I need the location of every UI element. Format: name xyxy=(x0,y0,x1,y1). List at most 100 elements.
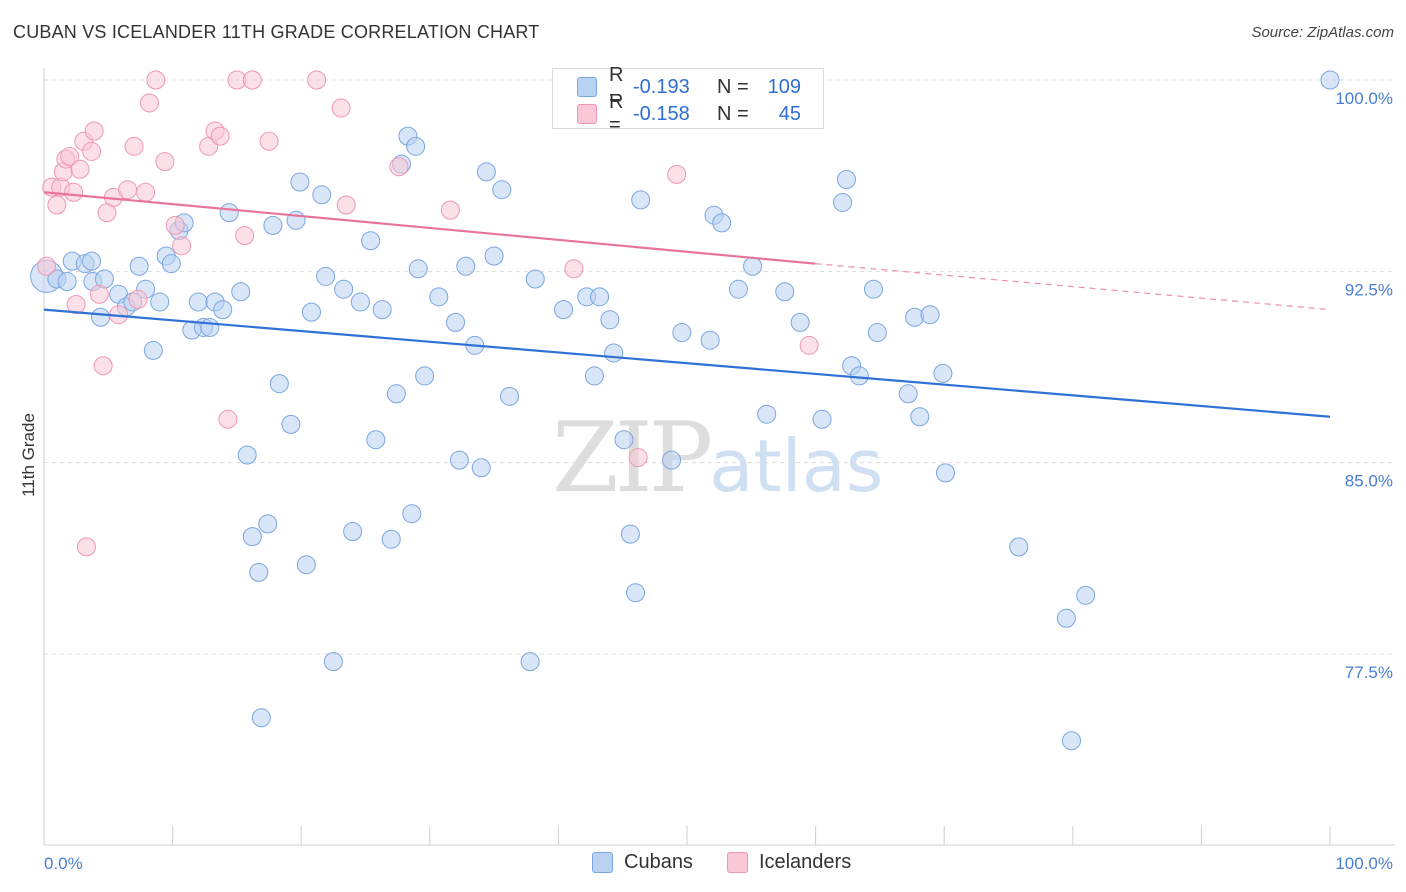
cubans-point xyxy=(316,266,336,286)
cubans-point xyxy=(525,269,545,289)
watermark-atlas: atlas xyxy=(709,424,884,508)
cubans-point xyxy=(935,463,955,483)
cubans-point xyxy=(290,172,310,192)
cubans-point xyxy=(91,307,111,327)
cubans-point xyxy=(82,251,102,271)
cubans-point xyxy=(614,430,634,450)
y-tick-label: 85.0% xyxy=(1345,472,1393,491)
cubans-point xyxy=(251,708,271,728)
cubans-point xyxy=(631,190,651,210)
cubans-point xyxy=(231,282,251,302)
y-tick-label: 77.5% xyxy=(1345,663,1393,682)
n-label: N = xyxy=(717,102,749,125)
icelanders-point xyxy=(235,226,255,246)
cubans-point xyxy=(366,430,386,450)
icelanders-point xyxy=(172,236,192,256)
cubans-point xyxy=(343,522,363,542)
icelanders-point xyxy=(37,256,57,276)
cubans-point xyxy=(446,312,466,332)
legend-row-cubans: R = -0.193 N = 109 xyxy=(577,64,801,109)
icelanders-point xyxy=(165,215,185,235)
cubans-point xyxy=(672,323,692,343)
icelanders-point xyxy=(70,159,90,179)
icelanders-point xyxy=(136,182,156,202)
icelanders-swatch xyxy=(577,104,597,124)
cubans-point xyxy=(408,259,428,279)
axes xyxy=(43,68,1395,846)
series-cubans xyxy=(30,70,1340,751)
cubans-point xyxy=(301,302,321,322)
cubans-point xyxy=(143,340,163,360)
r-value: -0.158 xyxy=(633,102,690,125)
legend-item-icelanders[interactable]: Icelanders xyxy=(726,851,851,874)
cubans-point xyxy=(500,386,520,406)
cubans-point xyxy=(200,317,220,337)
icelanders-point xyxy=(89,284,109,304)
chart-title: CUBAN VS ICELANDER 11TH GRADE CORRELATIO… xyxy=(13,22,540,42)
icelanders-point xyxy=(336,195,356,215)
cubans-point xyxy=(728,279,748,299)
icelanders-point xyxy=(259,131,279,151)
y-axis-label: 11th Grade xyxy=(19,413,38,497)
cubans-point xyxy=(213,300,233,320)
icelanders-trend-line xyxy=(43,191,816,265)
trend-lines xyxy=(43,191,1331,418)
cubans-point xyxy=(406,136,426,156)
cubans-point xyxy=(554,300,574,320)
icelanders-point xyxy=(799,335,819,355)
cubans-point xyxy=(1076,585,1096,605)
cubans-point xyxy=(743,256,763,276)
cubans-point xyxy=(129,256,149,276)
icelanders-point xyxy=(628,448,648,468)
cubans-point xyxy=(933,363,953,383)
icelanders-point xyxy=(60,147,80,167)
icelanders-point xyxy=(82,141,102,161)
r-label: R = xyxy=(609,91,624,136)
legend-item-cubans[interactable]: Cubans xyxy=(592,851,693,874)
axis-labels: 100.0% 92.5% 85.0% 77.5% 0.0% 100.0% 11th Grad… xyxy=(19,89,1393,873)
series-icelanders xyxy=(37,70,819,557)
cubans-point xyxy=(361,231,381,251)
x-tick-label: 0.0% xyxy=(44,854,83,873)
watermark: ZIPatlas xyxy=(552,402,883,514)
cubans-point xyxy=(258,514,278,534)
icelanders-point xyxy=(440,200,460,220)
icelanders-point xyxy=(210,126,230,146)
cubans-point xyxy=(219,203,239,223)
icelanders-point xyxy=(118,180,138,200)
cubans-point xyxy=(620,524,640,544)
cubans-point xyxy=(863,279,883,299)
icelanders-point xyxy=(667,164,687,184)
cubans-point xyxy=(161,254,181,274)
cubans-point xyxy=(429,287,449,307)
cubans-point xyxy=(471,458,491,478)
cubans-point xyxy=(1062,731,1082,751)
cubans-point xyxy=(323,652,343,672)
cubans-point xyxy=(898,384,918,404)
cubans-point xyxy=(296,555,316,575)
y-tick-label: 100.0% xyxy=(1335,89,1393,108)
icelanders-point xyxy=(124,136,144,156)
icelanders-point xyxy=(128,289,148,309)
cubans-point xyxy=(263,215,283,235)
cubans-point xyxy=(350,292,370,312)
cubans-point xyxy=(790,312,810,332)
cubans-point xyxy=(712,213,732,233)
cubans-point xyxy=(334,279,354,299)
cubans-point xyxy=(604,343,624,363)
cubans-point xyxy=(492,180,512,200)
cubans-point xyxy=(381,529,401,549)
icelanders-point xyxy=(331,98,351,118)
n-value: 109 xyxy=(767,75,801,98)
icelanders-point xyxy=(564,259,584,279)
cubans-point xyxy=(150,292,170,312)
cubans-point xyxy=(415,366,435,386)
cubans-point xyxy=(188,292,208,312)
icelanders-point xyxy=(93,356,113,376)
icelanders-point xyxy=(76,537,96,557)
icelanders-point xyxy=(66,294,86,314)
cubans-point xyxy=(626,583,646,603)
source-credit: Source: ZipAtlas.com xyxy=(1251,24,1394,41)
icelanders-point xyxy=(242,70,262,90)
